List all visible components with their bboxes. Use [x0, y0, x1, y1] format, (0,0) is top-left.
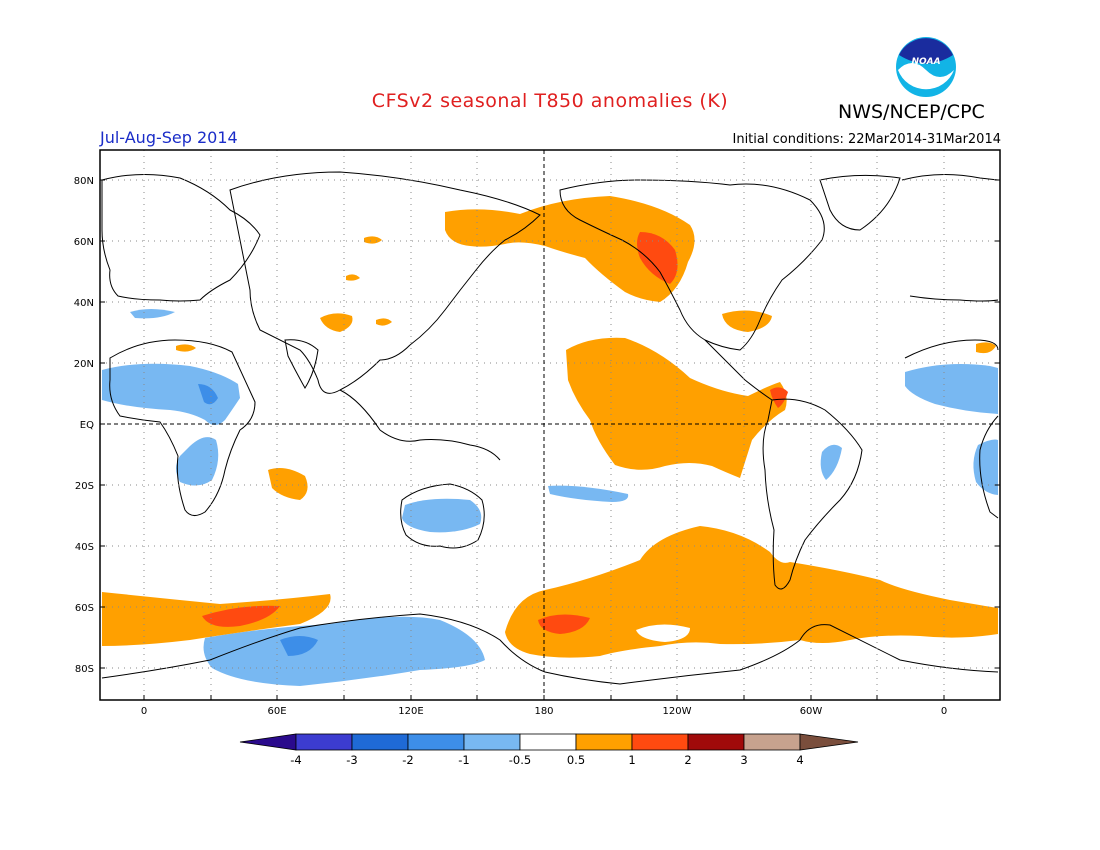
anomaly-small-warm-2	[176, 344, 196, 352]
anomaly-western-canada-hot	[637, 232, 678, 284]
colorbar-segment	[575, 733, 633, 751]
lon-label: 120E	[398, 706, 423, 717]
coast-antarctica	[101, 613, 999, 685]
colorbar-label: 2	[684, 753, 691, 767]
anomaly-antarctic-cold	[203, 616, 485, 686]
colorbar-label: -1	[458, 753, 469, 767]
coast-asia	[229, 171, 541, 394]
colorbar-label: -4	[290, 753, 301, 767]
colorbar-label: 4	[796, 753, 803, 767]
coast-europe-east-edge	[901, 173, 999, 302]
anomaly-south-pacific-warm	[505, 526, 998, 658]
colorbar-segment	[687, 733, 745, 751]
lon-label: 0	[941, 706, 947, 717]
colorbar-segment	[799, 733, 859, 751]
latitude-labels: 80N 60N 40N 20N EQ 20S 40S 60S 80S	[74, 176, 94, 675]
anomaly-south-pacific-cold	[548, 485, 629, 502]
organization-label: NWS/NCEP/CPC	[838, 101, 985, 123]
anomaly-small-warm-5	[346, 274, 360, 281]
colorbar-segment	[631, 733, 689, 751]
colorbar-label: 1	[628, 753, 635, 767]
colorbar-label: 3	[740, 753, 747, 767]
lat-label: 60N	[74, 237, 94, 248]
lon-label: 0	[141, 706, 147, 717]
latitude-ticks	[100, 179, 1000, 669]
lon-label: 60W	[800, 706, 823, 717]
map-frame	[99, 149, 1001, 701]
lon-label: 60E	[267, 706, 286, 717]
coast-greenland	[819, 174, 901, 231]
coast-south-america	[762, 398, 863, 590]
coast-india	[284, 339, 319, 389]
anomaly-small-warm-3	[376, 318, 392, 326]
anomaly-antarctic-cold-core	[280, 636, 318, 656]
lat-label: 80S	[75, 664, 94, 675]
chart-title: CFSv2 seasonal T850 anomalies (K)	[371, 90, 729, 112]
anomaly-us-east-warm	[722, 310, 772, 332]
longitude-labels: 0 60E 120E 180 120W 60W 0	[141, 706, 947, 717]
colorbar-segment	[519, 733, 577, 751]
lat-label: EQ	[80, 420, 94, 431]
colorbar-segment	[295, 733, 353, 751]
coast-africa	[109, 339, 256, 516]
lat-label: 40N	[74, 298, 94, 309]
longitude-ticks	[143, 695, 945, 700]
colorbar-label: -0.5	[509, 753, 531, 767]
anomaly-south-america-cold	[820, 444, 842, 480]
lat-label: 40S	[75, 542, 94, 553]
anomaly-mediterranean-cold	[130, 309, 175, 319]
lat-label: 20S	[75, 481, 94, 492]
lat-label: 80N	[74, 176, 94, 187]
initial-conditions: Initial conditions: 22Mar2014-31Mar2014	[732, 132, 1002, 147]
anomaly-north-africa-cold-core	[198, 384, 218, 405]
colorbar-segment	[239, 733, 297, 751]
forecast-period: Jul-Aug-Sep 2014	[100, 128, 238, 147]
noaa-logo: NOAA	[896, 37, 956, 97]
colorbar-segment	[743, 733, 801, 751]
anomaly-north-africa-cold	[102, 363, 240, 425]
anomaly-fields	[102, 196, 998, 686]
colorbar-label: 0.5	[567, 753, 585, 767]
coast-australia	[400, 483, 485, 549]
lat-label: 60S	[75, 603, 94, 614]
anomaly-small-warm-1	[364, 236, 382, 244]
colorbar-label: -3	[346, 753, 357, 767]
anomaly-south-pacific-hot	[538, 614, 590, 634]
coast-central-america	[704, 339, 773, 401]
coast-europe	[101, 173, 261, 302]
coastlines	[101, 171, 999, 685]
lon-label: 180	[534, 706, 553, 717]
anomaly-west-africa-edge-cold	[905, 364, 998, 414]
anomaly-central-america-hot	[770, 387, 788, 408]
anomaly-alaska-canada-warm	[445, 196, 695, 302]
anomaly-east-pacific-warm	[566, 337, 787, 478]
svg-text:NOAA: NOAA	[911, 57, 940, 67]
colorbar-segment	[407, 733, 465, 751]
colorbar-label: -2	[402, 753, 413, 767]
lat-label: 20N	[74, 359, 94, 370]
lon-label: 120W	[663, 706, 692, 717]
coast-se-asia	[339, 389, 501, 461]
colorbar-segment	[351, 733, 409, 751]
coast-north-america	[559, 179, 825, 351]
colorbar-segment	[463, 733, 521, 751]
anomaly-small-warm-4	[976, 342, 996, 354]
anomaly-southern-ocean-hot-west	[202, 605, 280, 627]
grid-lines	[100, 150, 1000, 700]
anomaly-east-africa-cold	[176, 437, 219, 486]
anomaly-south-pacific-gap	[636, 624, 690, 642]
colorbar: -4 -3 -2 -1 -0.5 0.5 1 2 3 4	[239, 733, 859, 767]
coast-africa-east-edge	[904, 339, 999, 519]
anomaly-australia-cold	[402, 498, 482, 533]
anomaly-arabia-warm	[268, 468, 308, 500]
